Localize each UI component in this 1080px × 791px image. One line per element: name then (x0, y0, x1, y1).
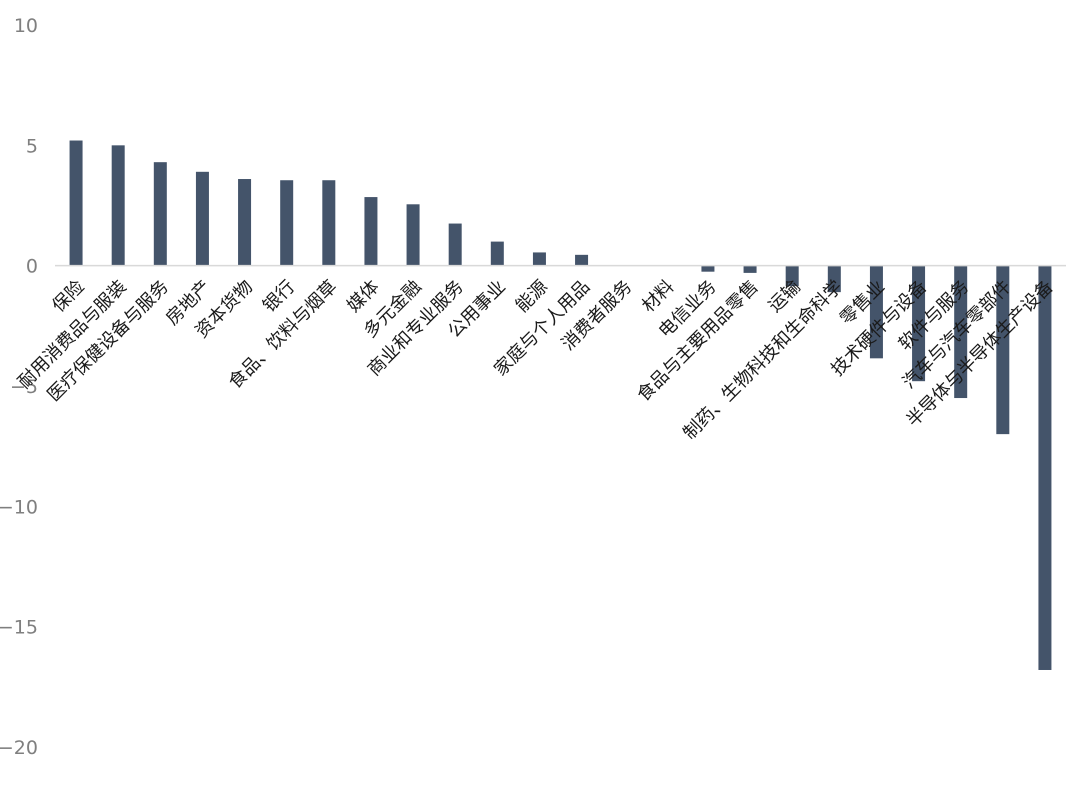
y-tick-label: 0 (26, 256, 38, 278)
bar (743, 265, 757, 273)
bars (69, 140, 1052, 670)
bar (701, 265, 715, 272)
bar (785, 265, 799, 287)
bar (195, 171, 209, 266)
bar (238, 179, 252, 266)
bar (954, 265, 968, 399)
bar (153, 162, 167, 266)
bar (280, 180, 294, 266)
bar (69, 140, 83, 266)
bar (827, 265, 841, 293)
y-tick-label: −20 (0, 737, 38, 759)
y-tick-label: 10 (14, 15, 38, 37)
y-axis-tick-labels: 10 5 0 −5 −10 −15 −20 (0, 15, 38, 759)
bar (869, 265, 883, 359)
y-tick-label: 5 (26, 135, 38, 157)
bar (364, 197, 378, 266)
bar (406, 204, 420, 266)
bar (575, 254, 589, 266)
y-tick-label: −15 (0, 617, 38, 639)
bar (996, 265, 1010, 435)
bar (532, 252, 546, 266)
bar (912, 265, 926, 382)
bar (1038, 265, 1052, 670)
bar (448, 223, 462, 266)
y-tick-label: −5 (10, 376, 38, 398)
bar (490, 241, 504, 266)
bar (322, 180, 336, 266)
y-tick-label: −10 (0, 496, 38, 518)
bar (111, 145, 125, 266)
